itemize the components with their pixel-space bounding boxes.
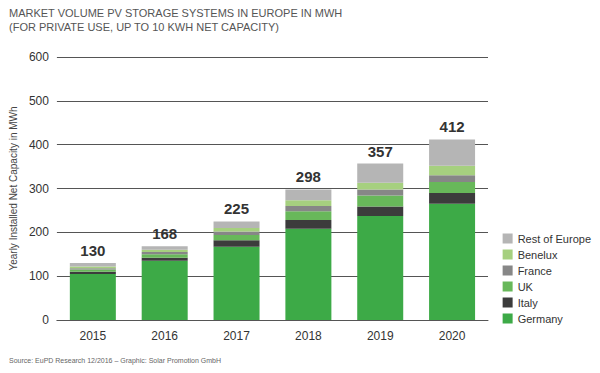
svg-text:2020: 2020 <box>439 329 466 343</box>
svg-text:2017: 2017 <box>223 329 250 343</box>
svg-text:(FOR PRIVATE USE, UP TO 10 KWH: (FOR PRIVATE USE, UP TO 10 KWH NET CAPAC… <box>9 21 279 33</box>
svg-text:600: 600 <box>29 50 49 64</box>
svg-text:168: 168 <box>152 225 177 242</box>
svg-text:Rest of Europe: Rest of Europe <box>518 233 591 245</box>
svg-text:UK: UK <box>518 281 534 293</box>
svg-text:Italy: Italy <box>518 297 539 309</box>
svg-text:130: 130 <box>80 242 105 259</box>
svg-text:2018: 2018 <box>295 329 322 343</box>
svg-text:2016: 2016 <box>151 329 178 343</box>
svg-text:MARKET VOLUME PV STORAGE SYSTE: MARKET VOLUME PV STORAGE SYSTEMS IN EURO… <box>9 7 342 19</box>
svg-text:300: 300 <box>29 182 49 196</box>
svg-text:500: 500 <box>29 94 49 108</box>
svg-text:298: 298 <box>296 168 321 185</box>
svg-text:225: 225 <box>224 200 249 217</box>
svg-text:100: 100 <box>29 269 49 283</box>
svg-text:Germany: Germany <box>518 313 564 325</box>
svg-text:Source: EuPD Research 12/2016: Source: EuPD Research 12/2016 – Graphic:… <box>9 357 221 365</box>
svg-text:Yearly Installed Net Capacity: Yearly Installed Net Capacity in MWh <box>8 106 19 270</box>
svg-text:2019: 2019 <box>367 329 394 343</box>
svg-text:400: 400 <box>29 138 49 152</box>
svg-text:Benelux: Benelux <box>518 249 558 261</box>
svg-text:357: 357 <box>368 143 393 160</box>
svg-text:France: France <box>518 265 552 277</box>
svg-text:200: 200 <box>29 225 49 239</box>
svg-text:412: 412 <box>440 118 465 135</box>
svg-text:0: 0 <box>42 313 49 327</box>
svg-text:2015: 2015 <box>79 329 106 343</box>
